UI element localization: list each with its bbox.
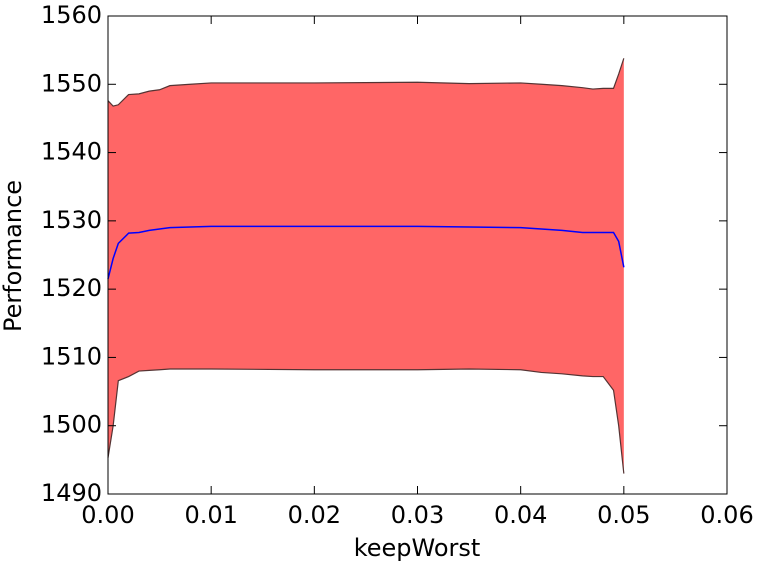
y-tick-label: 1510 (41, 342, 102, 370)
x-axis-label: keepWorst (354, 534, 481, 562)
x-tick-label: 0.03 (391, 501, 444, 529)
y-tick-label: 1540 (41, 138, 102, 166)
band-area (108, 58, 624, 474)
band-upper-edge (107, 58, 625, 107)
x-tick-label: 0.00 (81, 501, 134, 529)
y-tick-label: 1550 (41, 69, 102, 97)
x-tick-label: 0.02 (288, 501, 341, 529)
y-tick-label: 1520 (41, 274, 102, 302)
x-tick-label: 0.04 (494, 501, 547, 529)
mean-line (107, 225, 625, 280)
y-tick-label: 1560 (41, 1, 102, 29)
y-tick-label: 1530 (41, 206, 102, 234)
y-tick-label: 1500 (41, 411, 102, 439)
x-tick-label: 0.06 (700, 501, 753, 529)
x-tick-label: 0.01 (184, 501, 237, 529)
y-tick-label: 1490 (41, 479, 102, 507)
band-lower-edge (107, 368, 625, 474)
y-axis-label: Performance (0, 180, 27, 332)
x-tick-label: 0.05 (597, 501, 650, 529)
